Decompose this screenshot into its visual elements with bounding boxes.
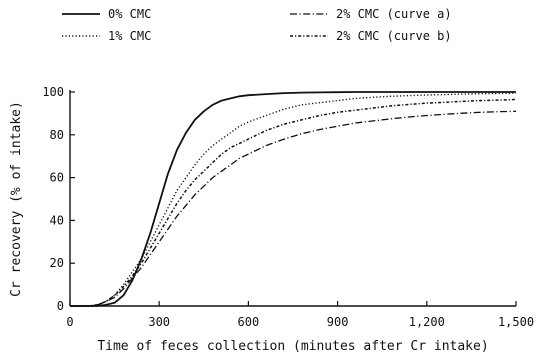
y-tick-label: 0 (57, 299, 64, 313)
x-tick-label: 300 (148, 315, 170, 329)
y-tick-label: 60 (50, 171, 64, 185)
series-line-1 (70, 91, 516, 307)
x-tick-label: 1,200 (409, 315, 445, 329)
x-tick-label: 600 (238, 315, 260, 329)
y-tick-label: 100 (42, 85, 64, 99)
y-tick-label: 40 (50, 213, 64, 227)
y-tick-label: 20 (50, 256, 64, 270)
legend-label-2: 1% CMC (108, 29, 151, 43)
y-axis-title: Cr recovery (% of intake) (9, 101, 24, 297)
legend-label-1: 0% CMC (108, 7, 151, 21)
axes: 0 20 40 60 80 100 0 300 600 900 1,200 1,500 (42, 85, 534, 329)
x-tick-label: 900 (327, 315, 349, 329)
series-line-3 (70, 110, 517, 307)
legend-label-4: 2% CMC (curve b) (336, 29, 452, 43)
legend: 0% CMC 1% CMC 2% CMC (curve a) 2% CMC (curv… (62, 7, 452, 43)
legend-label-3: 2% CMC (curve a) (336, 7, 452, 21)
series-line-2 (70, 92, 517, 307)
y-tick-label: 80 (50, 128, 64, 142)
x-axis-title: Time of feces collection (minutes after … (97, 339, 488, 354)
x-tick-label: 0 (66, 315, 73, 329)
series-line-4 (70, 98, 517, 307)
series-lines (70, 91, 517, 307)
x-tick-label: 1,500 (498, 315, 534, 329)
